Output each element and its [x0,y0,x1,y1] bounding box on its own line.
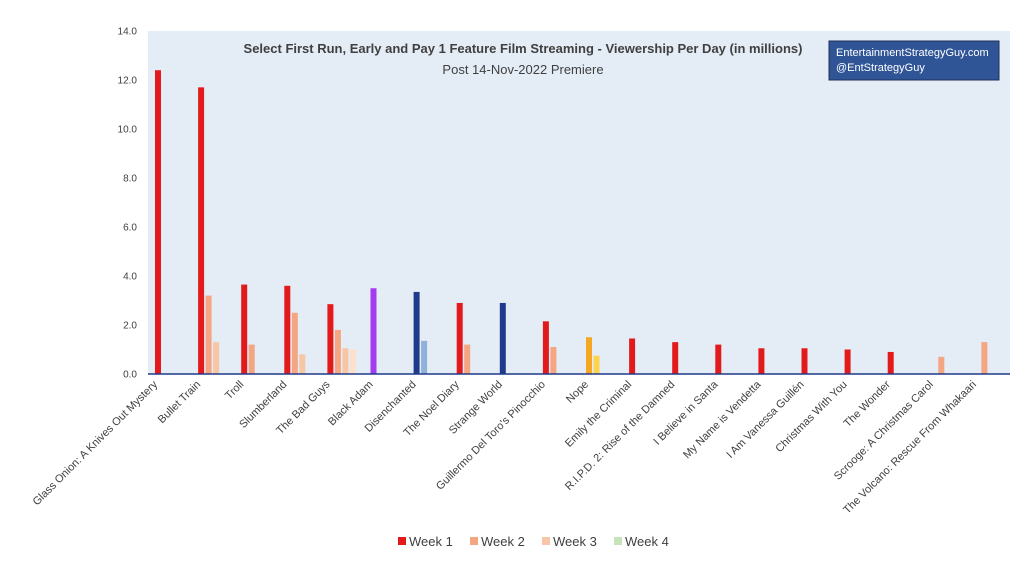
bar-week-2 [421,340,428,374]
bars [155,70,988,374]
bar-week-4 [349,349,356,374]
y-axis: 0.0 2.0 4.0 6.0 8.0 10.0 12.0 14.0 [118,27,138,381]
x-tick-label: Troll [223,379,246,402]
x-tick-label: Christmas With You [773,379,849,455]
bar-week-2 [334,329,341,374]
bar-week-3 [213,342,220,374]
bar-week-1 [370,288,377,374]
bar-week-1 [198,87,205,374]
bar-week-1 [844,349,851,374]
bar-week-1 [715,344,722,374]
x-tick-label: Nope [564,379,591,406]
y-tick-label: 0.0 [123,370,137,381]
watermark-box: EntertainmentStrategyGuy.com @EntStrateg… [828,40,1000,81]
bar-week-1 [542,321,549,374]
bar-week-1 [456,302,463,374]
bar-week-1 [801,348,808,374]
bar-week-1 [629,338,636,374]
watermark-line-2: @EntStrategyGuy [836,62,925,74]
chart-title: Select First Run, Early and Pay 1 Featur… [244,41,803,56]
chart-subtitle: Post 14-Nov-2022 Premiere [442,62,603,77]
bar-week-3 [342,348,349,374]
bar-week-1 [586,337,592,374]
bar-week-1 [499,302,506,374]
y-tick-label: 14.0 [118,27,138,38]
bar-week-2 [291,312,298,374]
bar-week-1 [887,351,894,374]
x-axis: Glass Onion: A Knives Out MysteryBullet … [31,378,979,516]
bar-week-3 [299,354,306,374]
bar-week-2 [550,347,557,374]
bar-week-2 [938,356,945,374]
x-tick-label: My Name is Vendetta [681,378,764,461]
y-tick-label: 4.0 [123,272,137,283]
x-tick-label: Glass Onion: A Knives Out Mystery [31,378,161,508]
x-tick-label: Bullet Train [156,379,203,426]
bar-week-1 [241,284,248,374]
legend-swatch [398,537,406,545]
bar-week-1 [758,348,765,374]
bar-week-1 [327,304,334,374]
bar-week-1 [672,342,679,374]
legend: Week 1 Week 2 Week 3 Week 4 [398,534,669,549]
legend-swatch [614,537,622,545]
bar-week-1 [413,291,420,374]
bar-week-2 [593,355,600,374]
x-tick-label: I Am Vanessa Guillén [724,379,806,461]
bar-week-2 [248,344,255,374]
bar-week-1 [284,285,291,374]
legend-label: Week 1 [409,534,453,549]
plot-area [148,31,1010,374]
bar-week-2 [205,295,212,374]
y-tick-label: 12.0 [118,76,138,87]
watermark-line-1: EntertainmentStrategyGuy.com [836,47,989,59]
legend-label: Week 2 [481,534,525,549]
legend-swatch [470,537,478,545]
bar-week-1 [155,70,161,374]
y-tick-label: 8.0 [123,174,137,185]
legend-label: Week 3 [553,534,597,549]
legend-swatch [542,537,550,545]
bar-week-2 [981,342,988,374]
y-tick-label: 10.0 [118,125,138,136]
y-tick-label: 6.0 [123,223,137,234]
legend-label: Week 4 [625,534,669,549]
y-tick-label: 2.0 [123,321,137,332]
bar-week-2 [464,344,471,374]
